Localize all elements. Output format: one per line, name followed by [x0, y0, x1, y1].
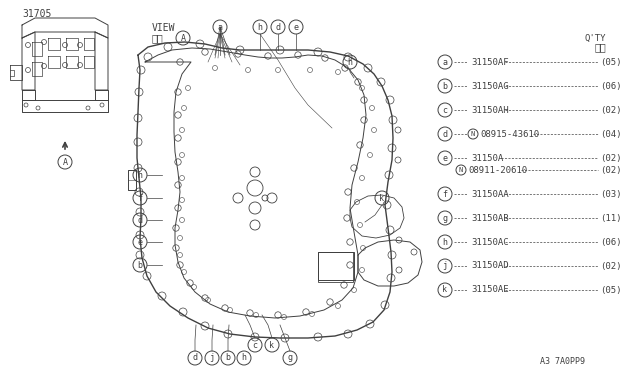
- Text: k: k: [380, 193, 385, 202]
- Text: 矢視: 矢視: [152, 33, 164, 43]
- Text: 31150AF: 31150AF: [471, 58, 509, 67]
- Text: j: j: [209, 353, 214, 362]
- Text: (05): (05): [600, 285, 621, 295]
- Text: 08911-20610: 08911-20610: [468, 166, 527, 174]
- Text: (04): (04): [600, 129, 621, 138]
- Text: 31150AB: 31150AB: [471, 214, 509, 222]
- Text: d: d: [442, 129, 447, 138]
- Text: g: g: [442, 214, 447, 222]
- Text: f: f: [138, 193, 143, 202]
- Text: Q'TY: Q'TY: [584, 33, 606, 42]
- Text: (06): (06): [600, 237, 621, 247]
- Text: 31150AC: 31150AC: [471, 237, 509, 247]
- Text: 31150AA: 31150AA: [471, 189, 509, 199]
- Text: A: A: [180, 33, 186, 42]
- Text: h: h: [442, 237, 447, 247]
- Text: (02): (02): [600, 262, 621, 270]
- Text: d: d: [138, 215, 143, 224]
- Text: 31705: 31705: [22, 9, 51, 19]
- Text: a: a: [442, 58, 447, 67]
- Text: VIEW: VIEW: [152, 23, 175, 33]
- Text: N: N: [471, 131, 475, 137]
- Text: b: b: [225, 353, 230, 362]
- Text: (06): (06): [600, 81, 621, 90]
- Text: h: h: [257, 22, 262, 32]
- Text: h: h: [241, 353, 246, 362]
- Text: (03): (03): [600, 189, 621, 199]
- Text: f: f: [442, 189, 447, 199]
- Text: g: g: [287, 353, 292, 362]
- Text: c: c: [253, 340, 257, 350]
- Text: e: e: [442, 154, 447, 163]
- Text: (02): (02): [600, 154, 621, 163]
- Text: 数量: 数量: [595, 42, 606, 52]
- Text: j: j: [442, 262, 447, 270]
- Text: 31150AD: 31150AD: [471, 262, 509, 270]
- Bar: [318, 252, 353, 282]
- Text: A: A: [63, 157, 67, 167]
- Text: d: d: [275, 22, 280, 32]
- Text: e: e: [138, 237, 143, 247]
- Text: 31150AG: 31150AG: [471, 81, 509, 90]
- Text: (02): (02): [600, 106, 621, 115]
- Text: b: b: [442, 81, 447, 90]
- Text: A3 7A0PP9: A3 7A0PP9: [540, 357, 585, 366]
- Text: b: b: [138, 260, 143, 269]
- Text: h: h: [138, 170, 143, 180]
- Text: N: N: [459, 167, 463, 173]
- Text: 08915-43610: 08915-43610: [480, 129, 539, 138]
- Text: k: k: [269, 340, 275, 350]
- Text: 31150AH: 31150AH: [471, 106, 509, 115]
- Text: d: d: [193, 353, 198, 362]
- Text: h: h: [348, 58, 353, 67]
- Text: e: e: [294, 22, 298, 32]
- Text: k: k: [442, 285, 447, 295]
- Text: (02): (02): [600, 166, 621, 174]
- Text: (11): (11): [600, 214, 621, 222]
- Text: 31150AE: 31150AE: [471, 285, 509, 295]
- Text: (05): (05): [600, 58, 621, 67]
- Bar: [318, 252, 354, 280]
- Text: c: c: [442, 106, 447, 115]
- Text: a: a: [218, 22, 223, 32]
- Text: 31150A: 31150A: [471, 154, 503, 163]
